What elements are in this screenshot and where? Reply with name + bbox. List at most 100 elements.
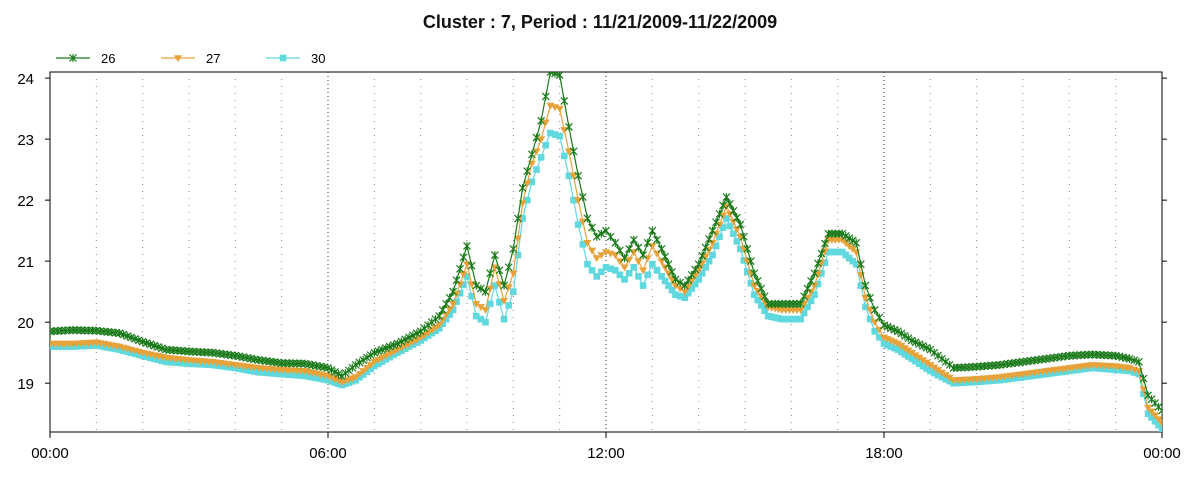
data-point-27 [1147, 408, 1156, 416]
data-point-26 [452, 276, 461, 285]
data-point-30 [482, 318, 489, 326]
data-point-30 [588, 267, 596, 274]
data-point-26 [574, 171, 583, 180]
data-point-26 [800, 292, 808, 301]
data-point-26 [753, 276, 762, 285]
data-point-26 [1125, 354, 1134, 363]
data-point-26 [852, 238, 861, 247]
data-point-26 [726, 199, 734, 208]
data-point-30 [584, 260, 591, 268]
data-point-26 [362, 353, 371, 362]
data-point-27 [555, 105, 564, 113]
data-point-26 [712, 218, 720, 227]
data-point-26 [648, 226, 657, 235]
data-point-26 [409, 331, 417, 340]
data-point-26 [893, 327, 902, 336]
data-point-26 [459, 253, 468, 262]
data-point-27 [523, 180, 532, 188]
data-point-26 [1158, 406, 1162, 415]
data-point-30 [625, 270, 633, 277]
data-point-27 [564, 148, 573, 156]
data-point-27 [355, 371, 364, 379]
data-point-26 [1139, 374, 1148, 383]
data-point-27 [389, 348, 398, 356]
data-point-27 [639, 267, 648, 275]
data-point-26 [708, 226, 717, 235]
legend-label-27: 27 [206, 51, 220, 66]
data-point-26 [639, 251, 647, 260]
data-point-27 [359, 368, 368, 376]
data-point-26 [592, 232, 601, 241]
data-point-30 [486, 300, 494, 308]
data-point-27 [438, 317, 447, 324]
data-point-27 [513, 235, 522, 243]
data-point-26 [676, 278, 685, 287]
data-point-26 [578, 193, 587, 202]
x-tick-label: 00:00 [31, 445, 69, 462]
series-26 [50, 72, 1162, 415]
data-point-26 [848, 236, 857, 245]
data-point-27 [1151, 412, 1160, 420]
data-point-26 [634, 243, 643, 252]
data-point-26 [841, 231, 850, 240]
data-point-27 [750, 282, 759, 290]
data-point-27 [620, 264, 629, 272]
x-tick-label: 12:00 [587, 445, 625, 462]
data-point-26 [625, 244, 634, 253]
y-tick-label: 23 [17, 132, 34, 149]
data-point-27 [509, 270, 518, 278]
data-point-30 [653, 267, 661, 274]
data-point-27 [597, 252, 606, 260]
data-point-30 [797, 315, 804, 323]
axes: 00:00 06:00 12:00 18:00 00:00 19 20 21 22 23 24 [17, 71, 1180, 462]
data-point-30 [730, 230, 737, 237]
data-point-26 [401, 335, 410, 344]
data-point-30 [857, 282, 865, 289]
data-point-26 [509, 244, 518, 253]
data-point-26 [569, 147, 578, 156]
data-point-27 [435, 322, 444, 330]
data-point-26 [555, 72, 564, 80]
chart-title: Cluster : 7, Period : 11/21/2009-11/22/2… [422, 12, 778, 32]
data-point-30 [750, 291, 758, 299]
data-point-26 [838, 229, 847, 238]
data-point-27 [541, 119, 550, 127]
data-point-26 [796, 299, 805, 308]
legend-marker-30 [279, 54, 287, 62]
data-point-26 [870, 305, 879, 314]
data-point-26 [653, 235, 661, 244]
legend-marker-27 [173, 55, 183, 63]
data-point-26 [546, 72, 555, 76]
data-point-26 [355, 358, 364, 367]
y-tick-label: 21 [17, 254, 34, 271]
y-tick-label: 22 [17, 193, 34, 210]
data-point-27 [456, 281, 465, 289]
legend-label-30: 30 [311, 51, 325, 66]
data-point-26 [472, 281, 481, 290]
data-point-26 [907, 336, 916, 345]
data-point-30 [644, 271, 652, 279]
data-point-26 [722, 193, 731, 202]
data-point-26 [750, 269, 759, 278]
data-point-27 [381, 352, 390, 360]
data-point-27 [810, 282, 819, 290]
data-point-30 [733, 238, 741, 245]
data-point-26 [897, 329, 906, 338]
data-point-30 [579, 241, 587, 248]
data-point-30 [542, 141, 550, 149]
data-point-26 [671, 275, 680, 284]
data-point-27 [729, 218, 738, 226]
data-point-26 [732, 213, 741, 222]
data-point-26 [393, 339, 402, 348]
data-point-27 [569, 172, 578, 180]
data-point-26 [875, 313, 884, 322]
data-point-30 [533, 166, 540, 173]
data-point-30 [611, 267, 619, 274]
data-point-26 [514, 214, 522, 223]
data-point-26 [807, 276, 815, 285]
data-point-26 [560, 96, 569, 105]
data-point-26 [781, 299, 790, 308]
data-point-26 [606, 232, 615, 241]
data-point-27 [592, 255, 601, 263]
data-point-26 [518, 183, 527, 192]
